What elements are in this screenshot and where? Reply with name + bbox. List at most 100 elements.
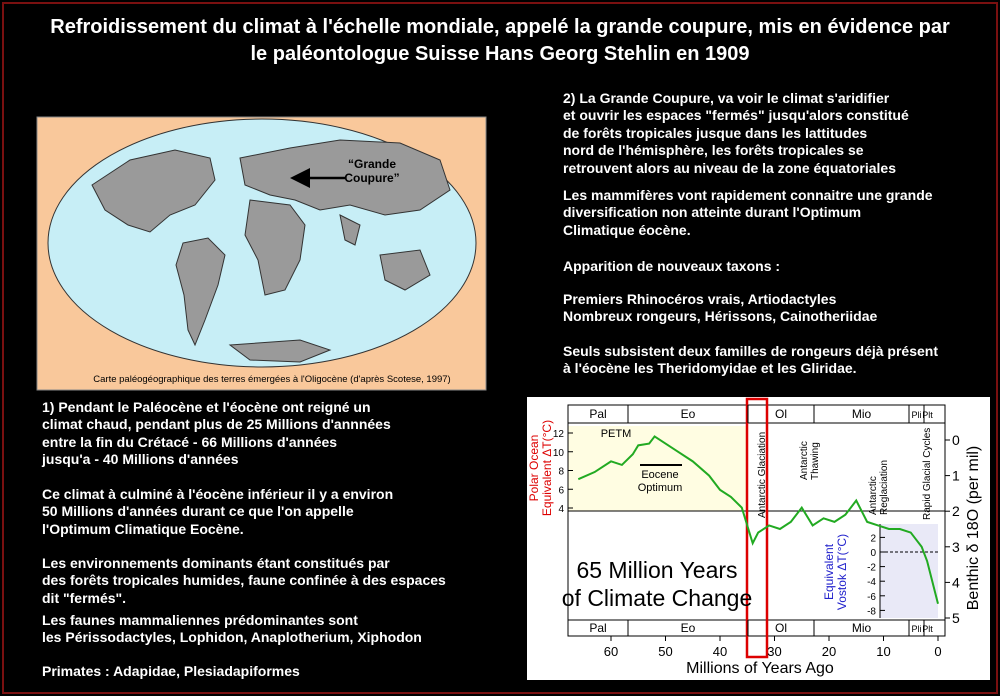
y-axis-title: Equivalent: [822, 543, 836, 600]
text-line: l'Optimum Climatique Eocène.: [42, 520, 244, 537]
text-line: Seuls subsistent deux familles de rongeu…: [563, 343, 939, 359]
y-tick-label: 12: [553, 429, 565, 440]
epoch-label: Eo: [681, 621, 696, 635]
annotation: Antarctic: [799, 441, 810, 480]
text-line: Primates : Adapidae, Plesiadapiformes: [42, 663, 300, 679]
paragraph: Primates : Adapidae, Plesiadapiformes: [42, 663, 300, 680]
paragraph: Premiers Rhinocéros vrais, Artiodactyles…: [563, 291, 877, 326]
epoch-label: Mio: [852, 407, 872, 421]
epoch-label: Plt: [922, 410, 933, 420]
epoch-label: Mio: [852, 621, 872, 635]
climate-curve: [577, 435, 939, 605]
text-line: climat chaud, pendant plus de 25 Million…: [42, 416, 391, 433]
epoch-label: Pal: [589, 407, 606, 421]
text-line: Les environnements dominants étant const…: [42, 555, 390, 571]
text-line: à l'éocène les Theridomyidae et les Glir…: [563, 360, 857, 377]
text-line: Les faunes mammaliennes prédominantes so…: [42, 612, 358, 628]
annotation: Antarctic: [868, 476, 879, 515]
text-line: retrouvent alors au niveau de la zone éq…: [563, 159, 896, 176]
epoch-label: Plt: [922, 624, 933, 634]
text-line: entre la fin du Crétacé - 66 Millions d'…: [42, 433, 338, 450]
text-line: 1) Pendant le Paléocène et l'éocène ont …: [42, 399, 371, 415]
y-tick-label: 0: [870, 548, 876, 559]
y-tick-label: 8: [558, 467, 564, 478]
text-line: des forêts tropicales humides, faune con…: [42, 572, 446, 589]
y-axis-title: Vostok ΔT(°C): [835, 534, 849, 610]
text-line: 50 Millions d'années durant ce que l'on …: [42, 503, 354, 520]
paragraph: 1) Pendant le Paléocène et l'éocène ont …: [42, 399, 391, 469]
y-axis-title: Equivalent ΔT(°C): [540, 420, 554, 516]
shade: [880, 524, 938, 618]
y-tick-label: -2: [867, 563, 876, 574]
headline: 65 Million Years: [576, 557, 737, 583]
text-line: Nombreux rongeurs, Hérissons, Cainotheri…: [563, 308, 878, 325]
paragraph: Apparition de nouveaux taxons :: [563, 258, 780, 275]
title-line: Refroidissement du climat à l'échelle mo…: [50, 16, 950, 38]
text-line: Apparition de nouveaux taxons :: [563, 258, 781, 274]
x-tick-label: 0: [934, 644, 941, 659]
x-tick-label: 20: [822, 644, 836, 659]
x-tick-label: 10: [876, 644, 890, 659]
text-line: Les mammifères vont rapidement connaitre…: [563, 187, 933, 203]
epoch-label: Pli: [911, 624, 921, 634]
epoch-label: Ol: [775, 407, 787, 421]
y-tick-label: 4: [952, 574, 960, 590]
map-label: Coupure”: [344, 171, 399, 185]
text-line: les Périssodactyles, Lophidon, Anaplothe…: [42, 629, 422, 646]
x-tick-label: 30: [767, 644, 781, 659]
y-tick-label: -4: [867, 577, 876, 588]
y-tick-label: 0: [952, 432, 960, 448]
text-line: Premiers Rhinocéros vrais, Artiodactyles: [563, 291, 837, 307]
y-tick-label: 5: [952, 610, 960, 626]
plot-frame: [567, 404, 946, 637]
map-caption: Carte paléogéographique des terres émerg…: [93, 374, 450, 385]
paragraph: Les mammifères vont rapidement connaitre…: [563, 187, 933, 239]
text-line: diversification non atteinte durant l'Op…: [563, 204, 862, 221]
paragraph: Seuls subsistent deux familles de rongeu…: [563, 343, 938, 378]
paragraph: 2) La Grande Coupure, va voir le climat …: [563, 90, 909, 177]
map-label: “Grande: [348, 157, 396, 171]
x-axis-title: Millions of Years Ago: [686, 660, 834, 677]
paragraph: Les faunes mammaliennes prédominantes so…: [42, 612, 422, 647]
annotation: Thawing: [810, 442, 821, 480]
headline: of Climate Change: [562, 585, 753, 611]
y-tick-label: 2: [952, 503, 960, 519]
annotation: Rapid Glacial Cycles: [922, 428, 933, 520]
y-tick-label: 3: [952, 539, 960, 555]
text-line: nord de l'hémisphère, les forêts tropica…: [563, 142, 864, 159]
text-line: de forêts tropicales jusque dans les lat…: [563, 124, 868, 141]
y-tick-label: 10: [553, 448, 565, 459]
y-tick-label: 4: [558, 504, 564, 515]
annotation: Eocene: [641, 469, 678, 481]
annotation: Antarctic Glaciation: [757, 432, 768, 518]
paragraph: Les environnements dominants étant const…: [42, 555, 446, 607]
epoch-label: Pal: [589, 621, 606, 635]
text-line: jusqu'a - 40 Millions d'années: [42, 451, 239, 468]
shade: [568, 426, 748, 511]
y-tick-label: 6: [558, 485, 564, 496]
annotation: PETM: [601, 428, 632, 440]
map: “Grande Coupure” Carte paléogéographique…: [36, 116, 487, 391]
y-tick-label: -6: [867, 592, 876, 603]
text-line: Climatique éocène.: [563, 221, 691, 238]
y-tick-label: -8: [867, 606, 876, 617]
text-line: et ouvrir les espaces "fermés" jusqu'alo…: [563, 107, 909, 124]
y-axis-title: Polar Ocean: [527, 435, 541, 502]
text-line: 2) La Grande Coupure, va voir le climat …: [563, 90, 890, 106]
text-line: Ce climat à culminé à l'éocène inférieur…: [42, 486, 394, 502]
paragraph: Ce climat à culminé à l'éocène inférieur…: [42, 486, 393, 538]
title-line: le paléontologue Suisse Hans Georg Stehl…: [250, 43, 750, 65]
x-tick-label: 60: [604, 644, 618, 659]
epoch-label: Pli: [911, 410, 921, 420]
epoch-label: Eo: [681, 407, 696, 421]
x-tick-label: 40: [713, 644, 727, 659]
y-tick-label: 1: [952, 468, 960, 484]
x-tick-label: 50: [658, 644, 672, 659]
text-line: dit "fermés".: [42, 589, 127, 606]
epoch-label: Ol: [775, 621, 787, 635]
annotation: Reglaciation: [879, 460, 890, 515]
